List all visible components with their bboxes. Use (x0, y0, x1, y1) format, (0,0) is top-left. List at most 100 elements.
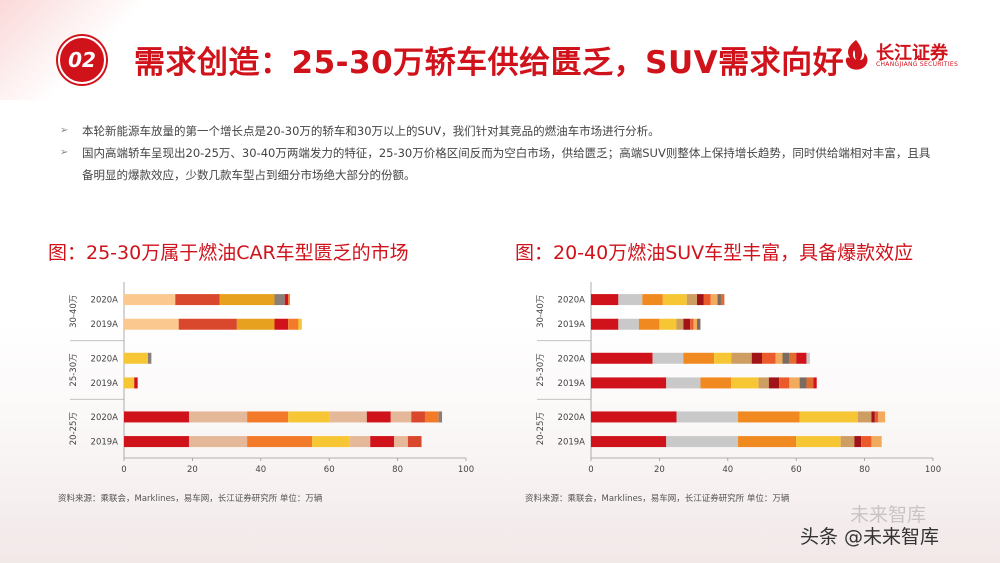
bullet-list: ➢ 本轮新能源车放量的第一个增长点是20-30万的轿车和30万以上的SUV，我们… (58, 120, 938, 186)
left-stacked-bar-chart: 30-40万 25-30万 20-25万 0 20 40 60 80 100 2020A 2019A… (69, 282, 474, 475)
bar-segment (329, 411, 367, 423)
x-tick-label: 0 (588, 465, 593, 475)
bar-segment (349, 436, 371, 448)
bar-segment (796, 352, 807, 364)
bar-segment (298, 318, 302, 330)
category-label: 2019A (558, 438, 586, 448)
bar-segment (591, 377, 667, 389)
bar-segment (666, 377, 701, 389)
bar-segment (799, 377, 807, 389)
bar-segment (662, 294, 687, 306)
bar-segment (618, 318, 639, 330)
category-label: 2019A (91, 320, 119, 330)
x-tick-label: 60 (791, 465, 802, 475)
bar-segment (147, 352, 152, 364)
bar-segment (683, 318, 691, 330)
bar-segment (134, 377, 138, 389)
bar-segment (720, 294, 725, 306)
slide-title: 需求创造：25-30万轿车供给匮乏，SUV需求向好 (134, 45, 845, 81)
bar-segment (789, 352, 797, 364)
bar-segment (591, 436, 667, 448)
category-label: 2020A (91, 354, 119, 364)
logo-chinese-name: 长江证券 (876, 43, 948, 64)
bar-segment (591, 352, 653, 364)
bar-segment (247, 436, 313, 448)
left-chart-title: 图：25-30万属于燃油CAR车型匮乏的市场 (48, 242, 409, 264)
bar-segment (591, 318, 619, 330)
bar-segment (407, 436, 422, 448)
bar-segment (178, 318, 237, 330)
right-stacked-bar-chart: 30-40万 25-30万 20-25万 0 20 40 60 80 100 2020A 2019A… (536, 282, 941, 475)
bullet-arrow-icon: ➢ (60, 125, 69, 136)
bar-segment (591, 411, 677, 423)
bar-segment (710, 294, 718, 306)
bar-segment (175, 294, 220, 306)
category-label: 2019A (91, 438, 119, 448)
group-label: 30-40万 (536, 295, 546, 328)
x-tick-label: 100 (925, 465, 941, 475)
bar-segment (878, 411, 886, 423)
bar-segment (796, 436, 841, 448)
left-chart-source: 资料来源：乘联会，Marklines，易车网，长江证券研究所 单位：万辆 (58, 494, 323, 504)
bar-segment (857, 411, 872, 423)
category-label: 2020A (91, 296, 119, 306)
bar-segment (288, 294, 290, 306)
category-label: 2020A (558, 413, 586, 423)
brand-logo: 长江证券 CHANGJIANG SECURITIES (840, 36, 960, 76)
category-label: 2019A (558, 320, 586, 330)
bullet-item: ➢ 本轮新能源车放量的第一个增长点是20-30万的轿车和30万以上的SUV，我们… (58, 120, 938, 142)
bar-segment (789, 377, 800, 389)
bar-segment (775, 352, 783, 364)
bar-segment (370, 436, 395, 448)
bar-segment (236, 318, 275, 330)
x-tick-label: 40 (722, 465, 733, 475)
category-label: 2020A (558, 354, 586, 364)
bar-segment (676, 318, 684, 330)
group-label: 20-25万 (536, 412, 546, 445)
bar-segment (762, 352, 776, 364)
bar-segment (806, 352, 810, 364)
bar-segment (124, 436, 189, 448)
bar-segment (697, 318, 701, 330)
logo-english-name: CHANGJIANG SECURITIES (876, 61, 959, 68)
bar-segment (768, 377, 780, 389)
bar-segment (758, 377, 769, 389)
x-tick-label: 80 (392, 465, 403, 475)
bar-segment (274, 294, 285, 306)
bar-segment (690, 318, 694, 330)
bar-segment (874, 411, 879, 423)
bar-segment (274, 318, 289, 330)
bar-segment (284, 294, 289, 306)
bar-segment (219, 294, 275, 306)
x-tick-label: 20 (187, 465, 198, 475)
category-label: 2019A (91, 379, 119, 389)
bar-segment (188, 436, 248, 448)
group-label: 30-40万 (69, 295, 79, 328)
category-label: 2020A (91, 413, 119, 423)
bar-segment (714, 352, 732, 364)
bar-segment (124, 352, 148, 364)
group-label: 25-30万 (69, 353, 79, 386)
x-tick-label: 40 (255, 465, 266, 475)
bar-segment (438, 411, 443, 423)
bar-segment (390, 411, 412, 423)
bullet-arrow-icon: ➢ (60, 147, 69, 158)
bar-segment (652, 352, 684, 364)
x-tick-label: 20 (654, 465, 665, 475)
bar-segment (782, 352, 790, 364)
bar-segment (683, 352, 715, 364)
bar-segment (188, 411, 248, 423)
bar-segment (779, 377, 790, 389)
bar-segment (799, 411, 858, 423)
bar-segment (124, 411, 189, 423)
bar-segment (124, 377, 135, 389)
category-label: 2019A (558, 379, 586, 389)
bar-segment (806, 377, 814, 389)
right-chart-title: 图：20-40万燃油SUV车型丰富，具备爆款效应 (515, 242, 914, 264)
bar-segment (693, 318, 698, 330)
bar-segment (659, 318, 677, 330)
bar-segment (686, 294, 698, 306)
bar-segment (366, 411, 391, 423)
group-label: 20-25万 (69, 412, 79, 445)
bar-segment (703, 294, 711, 306)
